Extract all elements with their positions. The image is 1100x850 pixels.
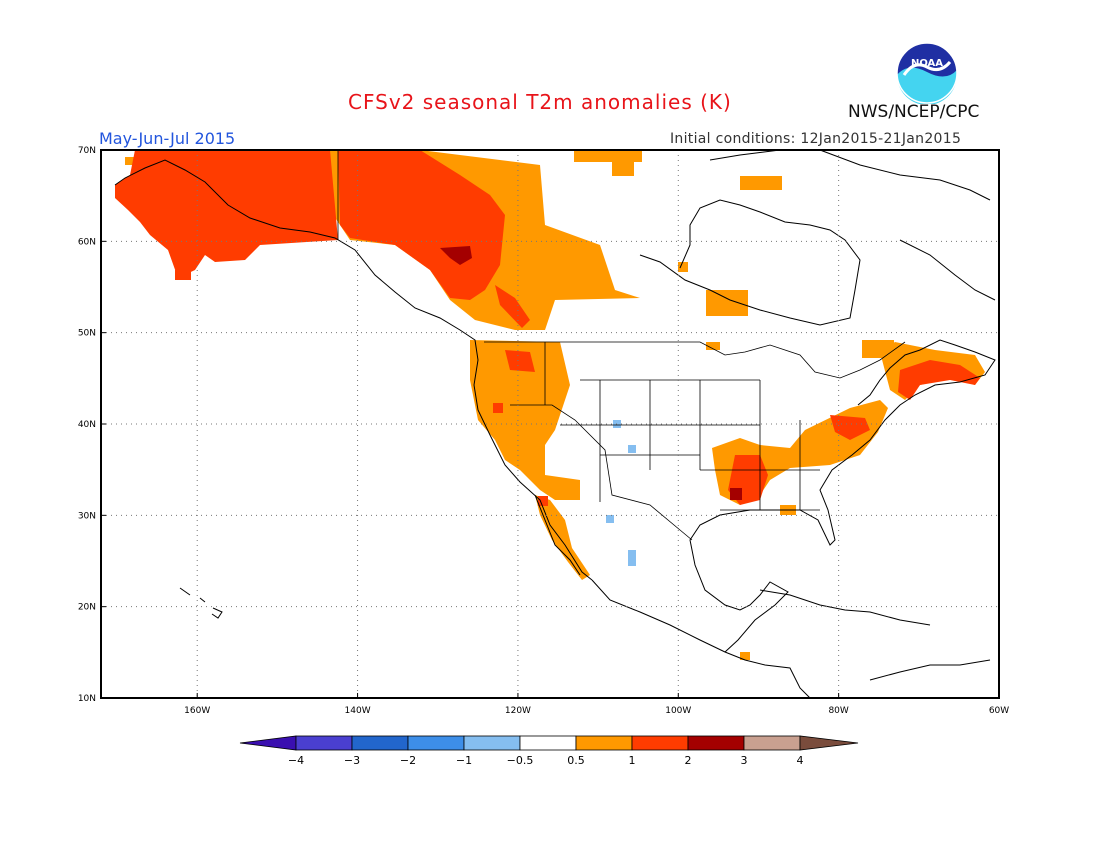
- colorbar-box: [687, 735, 745, 751]
- colorbar-box: [295, 735, 353, 751]
- colorbar-tick-label: 3: [741, 754, 748, 767]
- colorbar-box: [743, 735, 801, 751]
- colorbar-box: [463, 735, 521, 751]
- axis-ticks: 10N 20N 30N 40N 50N 60N 70N 160W 140W 120W 100W 80W…: [78, 146, 1009, 716]
- colorbar-box: [575, 735, 633, 751]
- initial-conditions: Initial conditions: 12Jan2015-21Jan2015: [670, 131, 962, 147]
- colorbar-tick-label: −1: [456, 754, 472, 767]
- lon-label: 160W: [184, 706, 210, 716]
- lon-label: 60W: [989, 706, 1009, 716]
- forecast-period: May-Jun-Jul 2015: [99, 129, 236, 148]
- colorbar-box: [407, 735, 465, 751]
- colorbar-box: [351, 735, 409, 751]
- lat-label: 70N: [78, 146, 96, 156]
- map-title: CFSv2 seasonal T2m anomalies (K): [348, 90, 732, 114]
- colorbar-tick-label: −0.5: [507, 754, 534, 767]
- colorbar-tick-label: 1: [629, 754, 636, 767]
- colorbar-tick-label: 2: [685, 754, 692, 767]
- colorbar-min-arrow: [239, 735, 297, 751]
- lat-label: 60N: [78, 237, 96, 247]
- lat-label: 10N: [78, 694, 96, 704]
- coastlines: [114, 149, 996, 699]
- anomaly-darkred: [440, 246, 742, 500]
- colorbar-box: [631, 735, 689, 751]
- lat-label: 20N: [78, 603, 96, 613]
- lon-label: 100W: [665, 706, 691, 716]
- lon-label: 120W: [505, 706, 531, 716]
- lat-label: 30N: [78, 511, 96, 521]
- colorbar-tick-label: 0.5: [567, 754, 585, 767]
- colorbar-box: [519, 735, 577, 751]
- noaa-logo-text: NOAA: [911, 58, 943, 69]
- colorbar-tick-label: −4: [288, 754, 304, 767]
- colorbar-max-arrow: [799, 735, 859, 751]
- agency-label: NWS/NCEP/CPC: [848, 102, 980, 122]
- political-borders: [337, 150, 906, 541]
- lat-label: 40N: [78, 420, 96, 430]
- colorbar-tick-label: −3: [344, 754, 360, 767]
- noaa-logo: NOAA: [896, 42, 958, 104]
- lon-label: 140W: [345, 706, 371, 716]
- colorbar-tick-label: 4: [797, 754, 804, 767]
- lat-label: 50N: [78, 329, 96, 339]
- colorbar-tick-label: −2: [400, 754, 416, 767]
- lon-label: 80W: [828, 706, 848, 716]
- anomaly-fills: [115, 150, 985, 660]
